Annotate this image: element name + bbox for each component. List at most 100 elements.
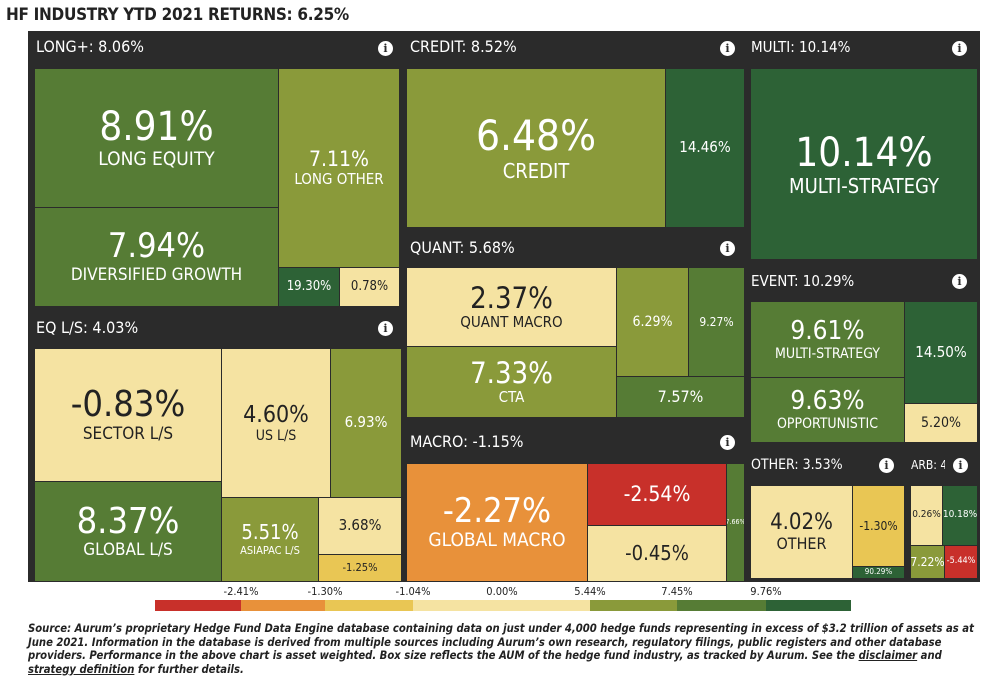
tile-cta[interactable]: 7.33% CTA (407, 347, 616, 417)
tile-value-5-20[interactable]: 5.20% (905, 404, 977, 442)
tile-value-0-26[interactable]: 0.26% (911, 486, 942, 545)
info-icon[interactable]: i (953, 458, 968, 473)
legend-swatch (677, 600, 766, 611)
disclaimer-link[interactable]: disclaimer (858, 649, 918, 662)
group-header-credit: CREDIT: 8.52% (410, 37, 517, 56)
tile-multi-strategy[interactable]: 9.61% MULTI-STRATEGY (751, 302, 904, 377)
tile-quant-macro[interactable]: 2.37% QUANT MACRO (407, 268, 616, 346)
tile-value: 7.11% (308, 147, 369, 172)
tile-value: 0.78% (350, 279, 389, 295)
legend-swatch (766, 600, 851, 611)
tile-label: QUANT MACRO (460, 313, 563, 332)
tile-value: 0.26% (912, 509, 941, 521)
tile-credit[interactable]: 6.48% CREDIT (407, 69, 665, 227)
source-text: Source: Aurum’s proprietary Hedge Fund D… (28, 622, 974, 662)
tile-sector-l-s[interactable]: -0.83% SECTOR L/S (35, 349, 221, 481)
source-and: and (920, 649, 942, 662)
tile-value: 6.48% (475, 111, 596, 161)
tile-value: 7.33% (470, 355, 553, 390)
tile-label: GLOBAL MACRO (428, 529, 566, 552)
tile-value: -0.83% (70, 384, 186, 426)
tile-value: 14.50% (915, 342, 967, 361)
tile-value: 10.14% (795, 129, 933, 176)
tile-value-3-68[interactable]: 3.68% (319, 498, 401, 554)
tile-us-l-s[interactable]: 4.60% US L/S (222, 349, 330, 497)
tile-value-9-27[interactable]: 9.27% (689, 268, 744, 376)
tile-value-10-18[interactable]: 10.18% (943, 486, 977, 545)
tile-multi-strategy[interactable]: 10.14% MULTI-STRATEGY (751, 69, 977, 259)
source-note: Source: Aurum’s proprietary Hedge Fund D… (28, 622, 983, 676)
group-header-other: OTHER: 3.53% (751, 457, 843, 473)
legend-tick-label: -2.41% (223, 585, 259, 598)
tile-value-90-29[interactable]: 90.29% (853, 567, 904, 578)
tile-value-0-78[interactable]: 0.78% (340, 268, 399, 306)
tile-label: SECTOR L/S (82, 423, 174, 444)
tile-value: 9.27% (699, 314, 734, 329)
strategy-definition-link[interactable]: strategy definition (28, 662, 135, 676)
tile-value: -5.44% (946, 556, 976, 567)
tile-label: US L/S (255, 427, 297, 444)
tile-value-7-22[interactable]: 7.22% (911, 546, 944, 578)
legend-tick-label: 7.45% (661, 585, 693, 598)
legend-tick-label: 9.76% (750, 585, 782, 598)
tile-value: 7.94% (107, 226, 206, 267)
tile-other[interactable]: 4.02% OTHER (751, 486, 852, 578)
tile-value: 7.22% (911, 554, 944, 569)
tile-value: -0.45% (625, 541, 689, 565)
tile-value: 5.20% (920, 414, 961, 431)
tile-value: 9.63% (790, 386, 865, 416)
tile-long-other[interactable]: 7.11% LONG OTHER (279, 69, 399, 267)
info-icon[interactable]: i (952, 41, 967, 56)
tile-label: GLOBAL L/S (83, 540, 173, 561)
tile-value-14-50[interactable]: 14.50% (905, 302, 977, 403)
tile-opportunistic[interactable]: 9.63% OPPORTUNISTIC (751, 378, 904, 442)
tile-value: 7.66% (727, 517, 744, 526)
tile-label: MULTI-STRATEGY (789, 173, 939, 198)
tile-label: OTHER (776, 534, 827, 554)
info-icon[interactable]: i (720, 241, 735, 256)
info-icon[interactable]: i (952, 274, 967, 289)
tile-long-equity[interactable]: 8.91% LONG EQUITY (35, 69, 278, 207)
tile-value: 7.57% (657, 386, 704, 406)
tile-label: LONG EQUITY (98, 148, 215, 171)
tile-value-14-46[interactable]: 14.46% (666, 69, 744, 227)
tile-diversified-growth[interactable]: 7.94% DIVERSIFIED GROWTH (35, 208, 278, 306)
tile-label: LONG OTHER (294, 170, 384, 189)
legend-swatch (413, 600, 590, 611)
group-header-eq-l-s: EQ L/S: 4.03% (36, 318, 139, 337)
group-header-quant: QUANT: 5.68% (410, 238, 515, 257)
tile-value-6-93[interactable]: 6.93% (331, 349, 401, 497)
tile-label: OPPORTUNISTIC (777, 416, 878, 433)
group-header-multi: MULTI: 10.14% (751, 38, 851, 56)
tile-value-1-25[interactable]: -1.25% (319, 555, 401, 581)
tile-value-7-66[interactable]: 7.66% (727, 464, 744, 581)
info-icon[interactable]: i (720, 41, 735, 56)
tile-value-1-30[interactable]: -1.30% (853, 486, 904, 566)
tile-value-0-45[interactable]: -0.45% (588, 526, 726, 581)
tile-global-l-s[interactable]: 8.37% GLOBAL L/S (35, 482, 221, 581)
tile-value: 6.29% (632, 313, 673, 330)
tile-label: ASIAPAC L/S (240, 544, 300, 558)
tile-value-19-30[interactable]: 19.30% (279, 268, 339, 306)
tile-value-6-29[interactable]: 6.29% (617, 268, 688, 376)
tile-value: 8.91% (99, 104, 214, 151)
info-icon[interactable]: i (378, 41, 393, 56)
info-icon[interactable]: i (879, 458, 894, 473)
legend-tick-label: 5.44% (574, 585, 606, 598)
tile-global-macro[interactable]: -2.27% GLOBAL MACRO (407, 464, 587, 581)
tile-value-7-57[interactable]: 7.57% (617, 377, 744, 417)
legend-labels: -2.41% -1.30% -1.04% 0.00% 5.44% 7.45% 9.76% (0, 585, 1000, 599)
tile-value-2-54[interactable]: -2.54% (588, 464, 726, 525)
info-icon[interactable]: i (720, 435, 735, 450)
tile-value-5-44[interactable]: -5.44% (945, 546, 977, 578)
group-header-arb: ARB: 4.2 (911, 458, 945, 472)
tile-asiapac-l-s[interactable]: 5.51% ASIAPAC L/S (222, 498, 318, 581)
legend-swatch (325, 600, 413, 611)
legend-tick-label: -1.30% (307, 585, 343, 598)
tile-value: -2.54% (623, 482, 691, 507)
group-header-long: LONG+: 8.06% (36, 37, 144, 56)
info-icon[interactable]: i (378, 321, 393, 336)
tile-value: 4.02% (770, 510, 833, 536)
tile-value: 5.51% (241, 520, 299, 545)
legend-swatch (241, 600, 325, 611)
